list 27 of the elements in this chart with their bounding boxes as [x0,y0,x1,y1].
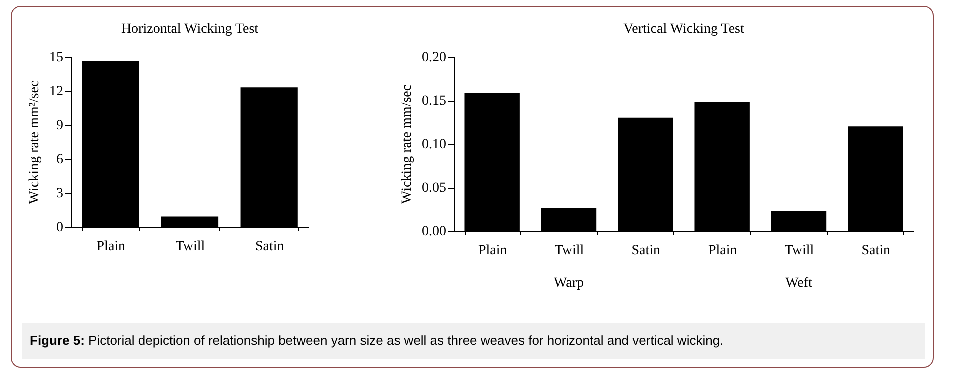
x-tick-label: Satin [632,244,661,258]
y-tick-label: 0 [56,220,64,236]
y-tick-label: 9 [56,118,64,134]
x-tick-label: Twill [784,244,814,258]
y-tick-label: 3 [56,186,64,202]
y-tick-label: 0.20 [422,50,446,66]
y-tick-label: 0.10 [422,138,446,152]
y-tick-label: 0.05 [422,181,446,196]
x-tick-label: Twill [554,244,584,258]
x-tick-label: Plain [708,244,738,258]
y-tick-label: 12 [50,84,64,100]
y-axis-title: Wicking rate mm²/sec [28,80,42,204]
chart-title: Horizontal Wicking Test [121,22,259,37]
y-tick-label: 0.00 [422,224,446,240]
caption: Figure 5: Pictorial depiction of relationship between yarn size as well as three weaves for horizontal and vertical wicking. [22,323,925,359]
text: Warp [554,276,584,291]
x-tick-label: Twill [176,240,206,254]
y-axis-title: Wicking rate mm/sec [400,84,415,204]
x-tick-label: Plain [478,244,508,258]
chart-title: Vertical Wicking Test [624,22,744,37]
x-tick-label: Satin [862,244,891,258]
x-tick-label: Plain [96,240,126,254]
x-tick-label: Satin [255,240,284,254]
y-tick-label: 6 [56,152,64,168]
y-tick-label: 15 [50,50,64,66]
text: Weft [786,276,813,291]
y-tick-label: 0.15 [422,94,446,109]
